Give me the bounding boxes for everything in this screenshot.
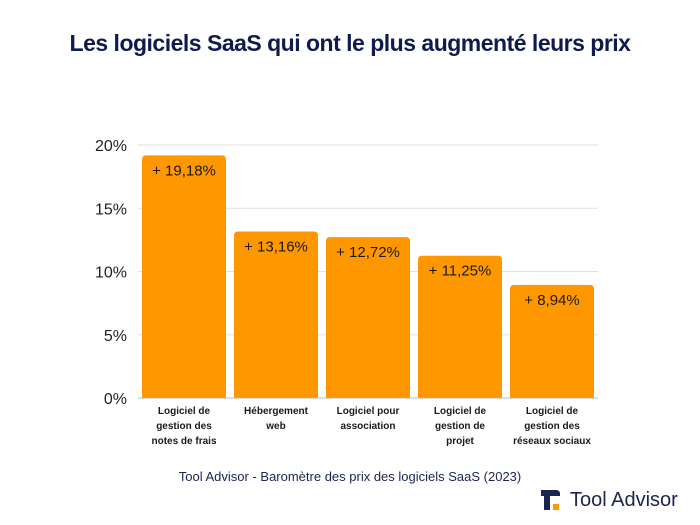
data-label: + 8,94% [524,292,579,309]
data-label: + 11,25% [429,263,492,280]
source-caption: Tool Advisor - Baromètre des prix des lo… [178,469,522,484]
x-tick-label: Logiciel de gestion des réseaux sociaux [513,406,591,447]
brand-name: Tool Advisor [570,488,678,511]
data-label: + 13,16% [244,239,308,256]
chart-title: Les logiciels SaaS qui ont le plus augme… [69,30,631,56]
x-tick-label: Logiciel pour association [337,406,400,432]
y-tick-label: 10% [95,265,127,282]
data-label: + 19,18% [152,162,216,179]
bar [142,155,226,398]
data-label: + 12,72% [336,244,400,261]
brand-logo: Tool Advisor [539,488,678,512]
tool-advisor-logo-icon [541,490,560,510]
bar [326,237,410,398]
y-tick-label: 5% [104,328,127,345]
bar [234,231,318,398]
x-tick-label: Hébergement web [244,406,309,432]
y-tick-label: 15% [95,201,127,218]
x-tick-label: Logiciel de gestion des notes de frais [151,406,216,447]
bar-chart: 0% 5% 10% 15% 20% + 19,18% Logiciel de gestion … [95,138,598,447]
x-tick-label: Logiciel de gestion de projet [434,406,487,447]
bar [510,284,594,398]
bar [418,255,502,398]
y-tick-label: 0% [104,391,127,408]
y-tick-label: 20% [95,138,127,155]
